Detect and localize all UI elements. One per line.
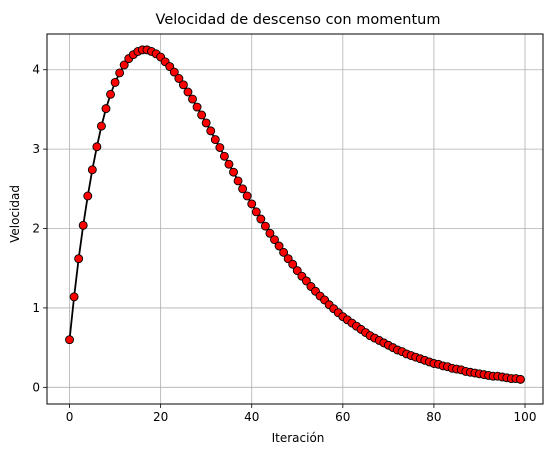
data-point bbox=[188, 94, 197, 104]
plot-area-frame bbox=[46, 33, 544, 405]
data-point bbox=[219, 151, 229, 161]
data-point bbox=[178, 80, 188, 90]
data-point bbox=[174, 74, 184, 83]
data-point bbox=[251, 207, 261, 217]
data-point bbox=[270, 235, 279, 245]
data-point bbox=[110, 77, 120, 87]
x-tick-label: 60 bbox=[335, 410, 350, 424]
data-point bbox=[83, 191, 93, 201]
x-tick-label: 80 bbox=[426, 410, 441, 424]
data-point bbox=[210, 135, 220, 145]
data-point bbox=[87, 165, 97, 175]
y-tick-label: 4 bbox=[32, 63, 40, 77]
data-point bbox=[106, 89, 115, 99]
data-point bbox=[192, 102, 202, 112]
data-point bbox=[74, 254, 84, 264]
data-point bbox=[115, 68, 125, 78]
data-point bbox=[247, 199, 257, 209]
data-point bbox=[119, 60, 129, 70]
ticks: 0 20 40 60 80 100 0 1 2 3 4 bbox=[32, 63, 536, 424]
y-axis-label: Velocidad bbox=[8, 185, 22, 243]
data-point bbox=[260, 221, 270, 231]
data-point bbox=[78, 220, 88, 230]
data-point bbox=[516, 374, 525, 384]
data-point bbox=[69, 292, 79, 302]
y-tick-label: 3 bbox=[32, 142, 40, 156]
y-tick-label: 2 bbox=[32, 222, 40, 236]
data-point bbox=[288, 259, 298, 269]
data-point bbox=[197, 110, 207, 120]
x-tick-label: 0 bbox=[66, 410, 74, 424]
data-point bbox=[206, 126, 216, 136]
data-point bbox=[65, 335, 74, 345]
x-tick-label: 100 bbox=[514, 410, 537, 424]
y-tick-label: 1 bbox=[32, 301, 40, 315]
x-tick-label: 20 bbox=[153, 410, 168, 424]
data-point bbox=[201, 118, 211, 128]
data-point bbox=[242, 191, 252, 201]
series-line bbox=[68, 48, 521, 381]
data-point bbox=[224, 159, 234, 169]
data-point bbox=[169, 67, 179, 77]
data-point bbox=[265, 228, 275, 238]
data-point bbox=[274, 241, 284, 251]
data-point bbox=[256, 214, 266, 224]
data-point bbox=[96, 121, 106, 131]
y-tick-label: 0 bbox=[32, 380, 40, 394]
data-point bbox=[233, 176, 243, 186]
data-point bbox=[229, 167, 238, 177]
data-point bbox=[101, 104, 111, 114]
data-point bbox=[279, 247, 289, 257]
data-point bbox=[215, 143, 225, 152]
data-point bbox=[238, 184, 248, 194]
x-axis-label: Iteración bbox=[272, 431, 325, 445]
data-point bbox=[183, 87, 193, 97]
series-layer bbox=[65, 45, 525, 384]
chart-title: Velocidad de descenso con momentum bbox=[156, 12, 441, 28]
data-point bbox=[92, 142, 102, 152]
grid bbox=[47, 34, 543, 404]
x-tick-label: 40 bbox=[244, 410, 259, 424]
